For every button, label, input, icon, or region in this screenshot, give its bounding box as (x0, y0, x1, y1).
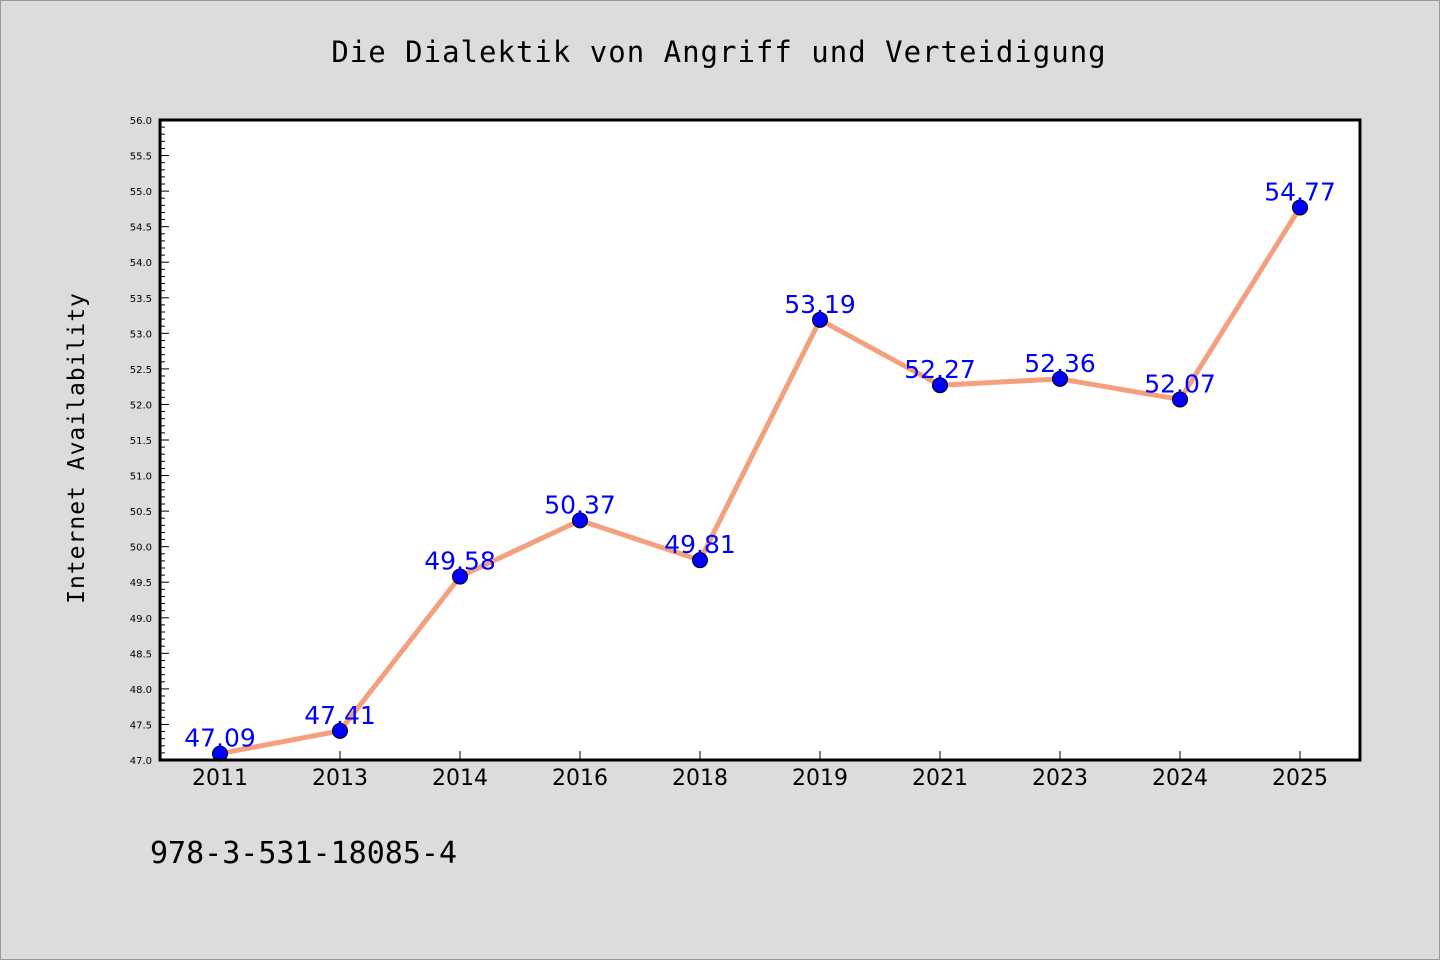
y-tick-label: 52.5 (130, 365, 152, 376)
data-label: 52.27 (904, 355, 976, 384)
data-label: 49.81 (664, 530, 736, 559)
data-point (332, 722, 348, 739)
y-tick-label: 52.0 (130, 400, 152, 411)
y-tick-label: 55.0 (130, 187, 152, 198)
x-tick-label: 2014 (432, 766, 488, 791)
y-tick-label: 50.0 (130, 543, 152, 554)
data-point (812, 311, 828, 328)
x-tick-label: 2021 (912, 766, 968, 791)
y-tick-label: 49.0 (130, 614, 152, 625)
y-axis: 47.0 47.5 48.0 48.5 49.0 49.5 50.0 50.5 51.0 51.5… (130, 116, 169, 767)
x-tick-label: 2024 (1152, 766, 1208, 791)
y-axis-label: Internet Availability (64, 292, 90, 604)
y-tick-label: 55.5 (130, 152, 152, 163)
x-tick-label: 2023 (1032, 766, 1088, 791)
y-tick-label: 47.5 (130, 720, 152, 731)
data-point (452, 568, 468, 585)
data-label: 52.36 (1024, 349, 1096, 378)
y-tick-label: 49.5 (130, 578, 152, 589)
data-label: 47.41 (304, 701, 376, 730)
y-tick-label: 48.5 (130, 649, 152, 660)
x-tick-label: 2025 (1272, 766, 1328, 791)
y-tick-label: 50.5 (130, 507, 152, 518)
y-tick-label: 47.0 (130, 756, 152, 767)
x-tick-label: 2019 (792, 766, 848, 791)
data-point (692, 552, 708, 569)
y-tick-label: 48.0 (130, 685, 152, 696)
series-polyline (217, 204, 1303, 757)
y-tick-label: 54.0 (130, 258, 152, 269)
chart-title: Die Dialektik von Angriff und Verteidigu… (331, 35, 1106, 69)
x-tick-label: 2018 (672, 766, 728, 791)
data-label: 50.37 (544, 490, 616, 519)
y-tick-label: 53.5 (130, 294, 152, 305)
data-label: 54.77 (1264, 177, 1336, 206)
y-tick-label: 54.5 (130, 223, 152, 234)
data-point (572, 512, 588, 529)
data-point (932, 377, 948, 394)
y-tick-label: 53.0 (130, 329, 152, 340)
data-point (1052, 370, 1068, 387)
data-point (1172, 391, 1188, 408)
plot-border (158, 118, 1362, 762)
data-point (1292, 199, 1308, 216)
y-tick-label: 51.0 (130, 472, 152, 483)
data-label: 49.58 (424, 547, 496, 576)
x-tick-label: 2013 (312, 766, 368, 791)
y-tick-label: 51.5 (130, 436, 152, 447)
data-label: 47.09 (184, 724, 256, 753)
series-line: 47.09 47.41 49.58 50.37 49.81 53.19 52.27 52.36… (184, 177, 1336, 762)
data-label: 52.07 (1144, 369, 1216, 398)
isbn-footer: 978-3-531-18085-4 (150, 836, 457, 871)
data-label: 53.19 (784, 290, 856, 319)
y-tick-label: 56.0 (130, 116, 152, 127)
x-tick-label: 2016 (552, 766, 608, 791)
x-tick-label: 2011 (192, 766, 248, 791)
